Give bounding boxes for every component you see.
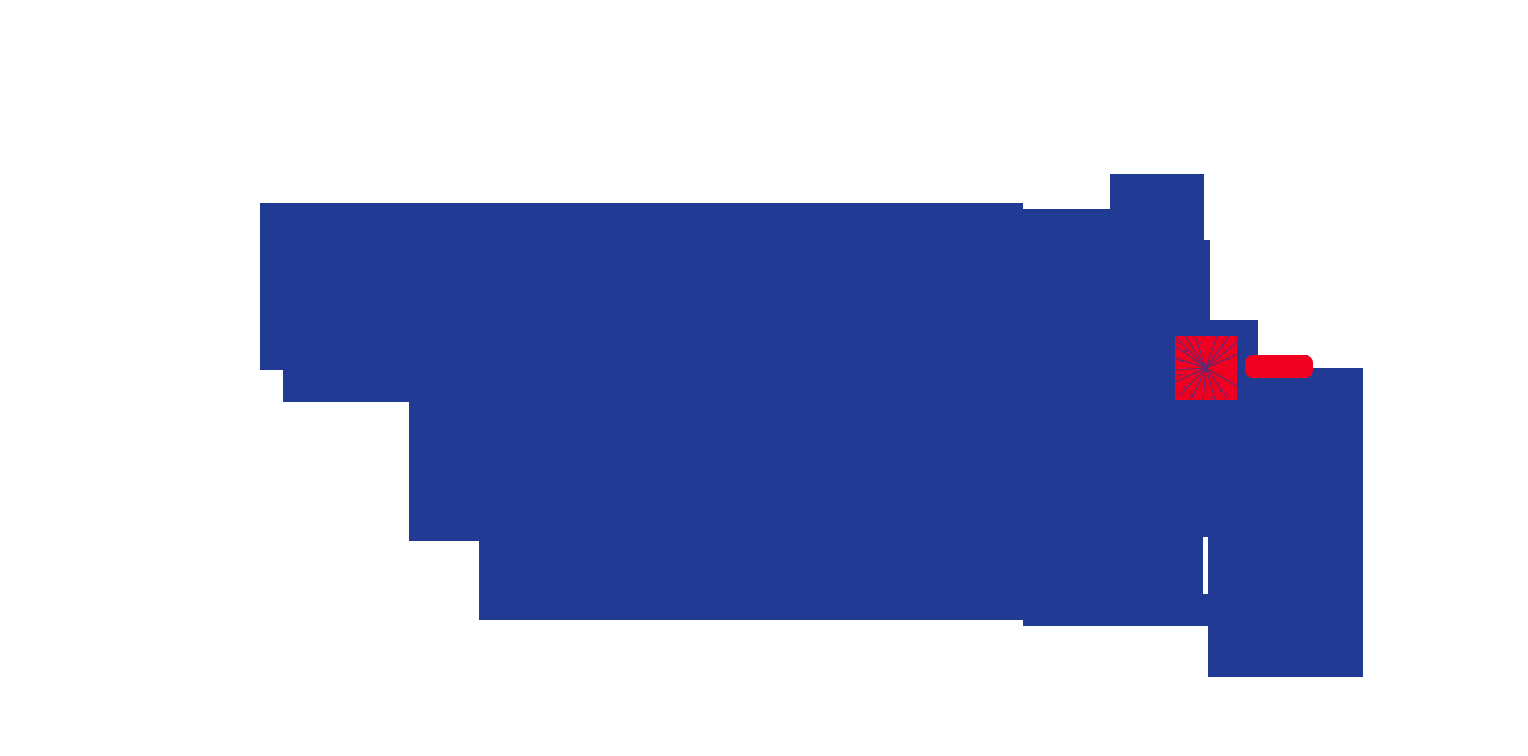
red-rounded-bar [1245, 355, 1313, 378]
red-textured-square [1175, 336, 1237, 400]
primary-blue-mass [260, 203, 1363, 677]
blue-upper-riser [1110, 174, 1204, 209]
blue-lower-right-block [1208, 537, 1363, 677]
white-vertical-sliver [1203, 537, 1208, 594]
